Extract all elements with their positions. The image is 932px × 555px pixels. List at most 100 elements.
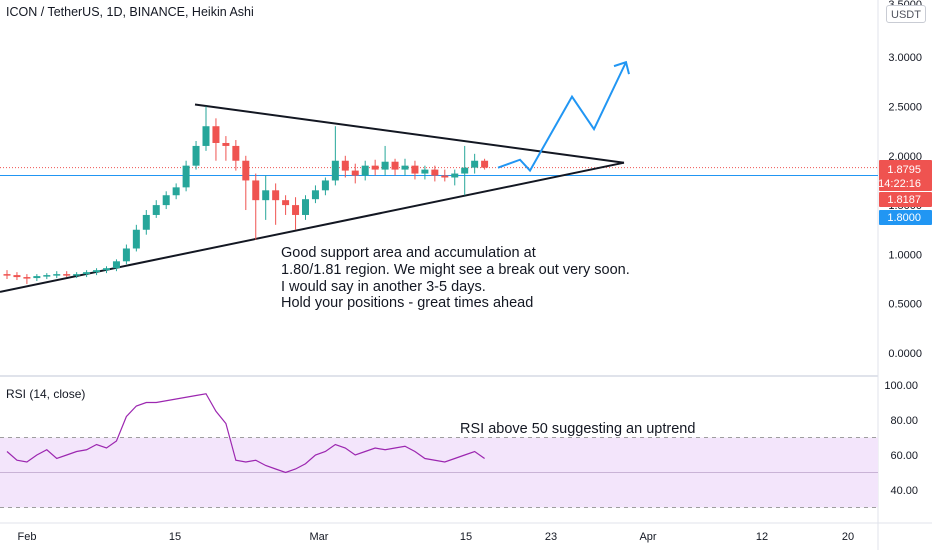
candle: [371, 159, 379, 176]
candle: [172, 183, 180, 200]
candle: [23, 274, 31, 284]
candle: [321, 177, 329, 196]
candle-body: [142, 214, 150, 230]
candle-body: [73, 274, 81, 276]
candle-body: [63, 274, 71, 276]
candle: [33, 274, 41, 282]
candle: [122, 244, 130, 265]
candle-body: [391, 161, 399, 170]
open-price-value: 1.8187: [887, 194, 921, 206]
candle-body: [83, 272, 91, 275]
candle-body: [461, 167, 469, 174]
candle-body: [13, 275, 21, 278]
candle: [451, 169, 459, 186]
candle-body: [53, 274, 61, 276]
candle: [302, 195, 309, 220]
candle-body: [331, 160, 339, 181]
candle-body: [481, 160, 489, 168]
candle-body: [33, 276, 41, 279]
time-tick-label: 15: [169, 531, 181, 543]
candle: [93, 268, 101, 276]
annotation-line-3: I would say in another 3-5 days.: [281, 279, 486, 295]
price-tick-label: 0.0000: [888, 348, 922, 360]
candle: [142, 210, 150, 235]
support-price-label: 1.8000: [879, 210, 932, 225]
candle: [212, 118, 220, 161]
candle-body: [242, 160, 250, 181]
candle: [182, 160, 190, 192]
candle-body: [212, 126, 220, 143]
candle: [361, 160, 369, 181]
projection-path[interactable]: [497, 61, 627, 173]
candle-body: [292, 205, 300, 215]
candle-body: [351, 170, 359, 176]
candle: [73, 272, 81, 279]
candle: [242, 155, 250, 211]
candle-body: [93, 270, 101, 273]
time-tick-label: Apr: [639, 531, 656, 543]
candle: [471, 153, 479, 174]
candle: [282, 195, 290, 215]
last-price-value: 1.8795: [887, 164, 921, 176]
candle: [481, 158, 489, 170]
currency-button[interactable]: USDT: [886, 5, 926, 23]
projection-arrowhead: [613, 60, 630, 75]
support-trendline[interactable]: [0, 161, 625, 293]
candle: [341, 155, 349, 178]
candle-body: [321, 180, 329, 191]
candle-body: [172, 187, 180, 196]
candle: [63, 271, 71, 278]
candle: [252, 173, 260, 240]
candle: [83, 270, 91, 278]
candle-body: [371, 165, 379, 170]
candle: [461, 145, 469, 196]
candle-body: [311, 190, 319, 200]
time-tick-label: 12: [756, 531, 768, 543]
candle: [103, 266, 110, 274]
candle: [112, 259, 120, 272]
rsi-line: [6, 393, 485, 474]
candle: [331, 126, 339, 186]
candle: [381, 145, 389, 176]
candle-body: [182, 165, 190, 188]
candle: [391, 158, 399, 176]
candle-body: [471, 160, 479, 168]
time-tick-label: 15: [460, 531, 472, 543]
candle-body: [192, 145, 200, 166]
candle-body: [103, 268, 110, 271]
candle: [351, 163, 359, 184]
candle-body: [122, 248, 130, 262]
candle-body: [431, 169, 439, 176]
candle-body: [232, 145, 240, 161]
candle-body: [132, 229, 140, 249]
time-tick-label: Feb: [18, 531, 37, 543]
price-tick-label: 0.5000: [888, 299, 922, 311]
rsi-tick-label: 60.00: [890, 450, 918, 462]
candle: [43, 273, 51, 280]
price-tick-label: 2.5000: [888, 102, 922, 114]
candle: [132, 224, 140, 252]
price-tick-label: 3.0000: [888, 52, 922, 64]
candle-body: [441, 175, 449, 178]
candle: [421, 165, 429, 180]
candle-body: [252, 180, 260, 201]
candle-body: [222, 142, 230, 146]
resistance-trendline[interactable]: [194, 103, 625, 164]
price-axis-panel[interactable]: [878, 0, 932, 550]
candle: [152, 200, 160, 218]
candle-body: [282, 200, 290, 206]
candle-body: [451, 173, 459, 178]
candle: [411, 160, 419, 180]
candle: [292, 197, 300, 230]
candle: [401, 158, 409, 176]
price-tick-label: 1.0000: [888, 249, 922, 261]
candle: [162, 191, 170, 210]
candle-body: [411, 165, 419, 174]
rsi-tick-label: 40.00: [890, 485, 918, 497]
last-price-label: 1.8795 14:22:16: [878, 160, 932, 191]
annotation-line-1: Good support area and accumulation at: [281, 245, 536, 261]
candle: [441, 169, 449, 182]
candle-body: [272, 190, 280, 201]
